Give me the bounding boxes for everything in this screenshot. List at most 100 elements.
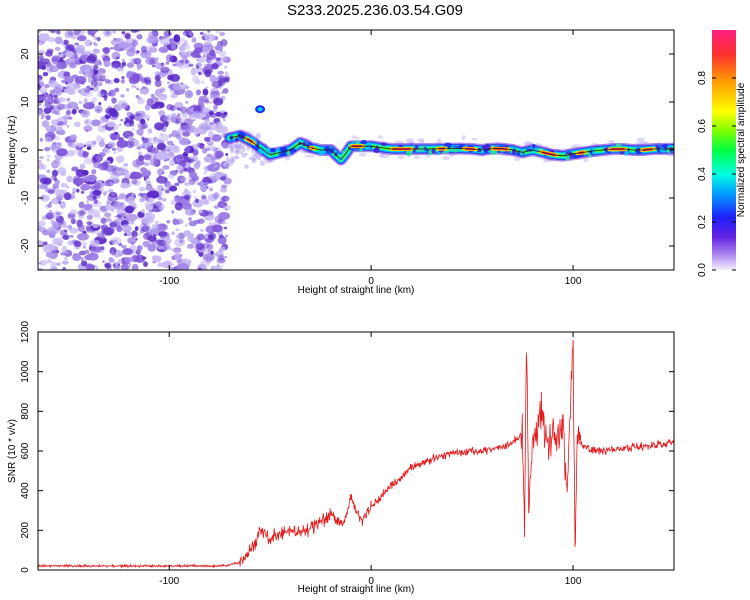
signal-halo — [425, 154, 431, 158]
noise-speckle — [86, 215, 93, 220]
noise-speckle — [50, 129, 54, 132]
noise-speckle — [93, 199, 98, 205]
noise-speckle — [94, 105, 103, 114]
noise-speckle — [120, 103, 128, 110]
noise-speckle — [119, 65, 124, 69]
noise-speckle — [52, 221, 60, 229]
noise-speckle — [133, 141, 140, 147]
noise-speckle — [168, 133, 172, 138]
signal-blob — [257, 107, 263, 112]
noise-speckle — [218, 55, 228, 64]
noise-speckle — [209, 227, 214, 231]
noise-speckle — [100, 142, 105, 146]
noise-speckle — [157, 195, 163, 201]
noise-speckle — [45, 115, 51, 121]
noise-speckle — [92, 195, 97, 200]
noise-speckle — [188, 92, 192, 96]
noise-speckle — [63, 88, 71, 94]
noise-speckle — [111, 97, 117, 104]
noise-speckle — [174, 182, 179, 187]
signal-blob — [323, 146, 331, 152]
noise-speckle — [78, 201, 85, 209]
snr-y-tick-label: 1200 — [20, 320, 31, 343]
noise-speckle — [173, 195, 182, 202]
noise-speckle — [180, 82, 184, 85]
signal-halo — [378, 153, 385, 158]
spectrogram-y-tick-label: -10 — [20, 190, 31, 205]
noise-speckle — [158, 46, 169, 53]
noise-speckle — [108, 108, 117, 117]
noise-speckle — [172, 218, 178, 226]
noise-speckle — [143, 175, 150, 180]
noise-speckle — [204, 99, 210, 104]
noise-speckle — [83, 157, 94, 165]
noise-speckle — [44, 146, 51, 152]
noise-speckle — [106, 121, 116, 128]
noise-speckle — [60, 252, 66, 256]
noise-speckle — [142, 114, 151, 120]
noise-speckle — [126, 88, 130, 92]
noise-speckle — [169, 266, 174, 270]
noise-speckle — [138, 233, 141, 236]
signal-halo — [354, 136, 360, 140]
noise-speckle — [44, 136, 52, 143]
noise-speckle — [124, 171, 131, 178]
noise-speckle — [80, 183, 91, 191]
noise-speckle — [40, 112, 47, 119]
noise-speckle — [133, 235, 138, 239]
signal-blob — [519, 149, 524, 156]
noise-speckle — [158, 190, 164, 196]
noise-speckle — [130, 30, 138, 33]
signal-halo — [436, 138, 442, 144]
snr-y-axis-label: SNR (10 * v/v) — [7, 419, 18, 483]
noise-speckle — [204, 69, 212, 78]
noise-speckle — [84, 68, 95, 77]
noise-speckle — [158, 93, 168, 101]
noise-speckle — [136, 96, 142, 100]
noise-speckle — [185, 101, 189, 104]
noise-speckle — [118, 193, 126, 200]
noise-speckle — [158, 110, 166, 117]
noise-speckle — [197, 218, 205, 224]
noise-speckle — [84, 118, 92, 126]
noise-speckle — [149, 147, 159, 154]
noise-speckle — [108, 170, 116, 176]
noise-speckle — [88, 222, 92, 226]
noise-speckle — [198, 209, 203, 214]
noise-speckle — [67, 240, 75, 246]
noise-speckle — [67, 139, 73, 147]
noise-speckle — [45, 243, 56, 251]
noise-speckle — [154, 201, 162, 207]
noise-speckle — [166, 220, 171, 224]
noise-speckle — [183, 194, 191, 200]
noise-speckle — [52, 186, 56, 191]
noise-speckle — [111, 147, 117, 151]
noise-speckle — [101, 54, 110, 60]
noise-speckle — [44, 203, 50, 209]
noise-speckle — [140, 45, 148, 53]
noise-speckle — [161, 188, 165, 191]
noise-speckle — [101, 209, 105, 213]
noise-speckle — [107, 92, 112, 97]
noise-speckle — [97, 81, 103, 87]
noise-speckle — [83, 125, 93, 132]
colorbar-axis: 0.0 0.2 0.4 0.6 0.8 — [697, 71, 736, 277]
noise-speckle — [59, 201, 66, 209]
noise-speckle — [62, 234, 70, 240]
noise-speckle — [129, 219, 135, 225]
noise-speckle — [84, 88, 91, 93]
noise-speckle — [248, 156, 253, 161]
noise-speckle — [85, 263, 96, 270]
signal-blob — [667, 147, 671, 154]
noise-speckle — [222, 221, 226, 225]
noise-speckle — [166, 148, 171, 153]
noise-speckle — [222, 204, 231, 211]
noise-speckle — [91, 96, 98, 103]
noise-speckle — [48, 209, 53, 213]
noise-speckle — [184, 188, 187, 191]
noise-speckle — [175, 235, 180, 239]
noise-speckle — [113, 77, 120, 84]
noise-speckle — [55, 210, 60, 214]
noise-speckle — [49, 104, 54, 111]
noise-speckle — [50, 144, 57, 151]
